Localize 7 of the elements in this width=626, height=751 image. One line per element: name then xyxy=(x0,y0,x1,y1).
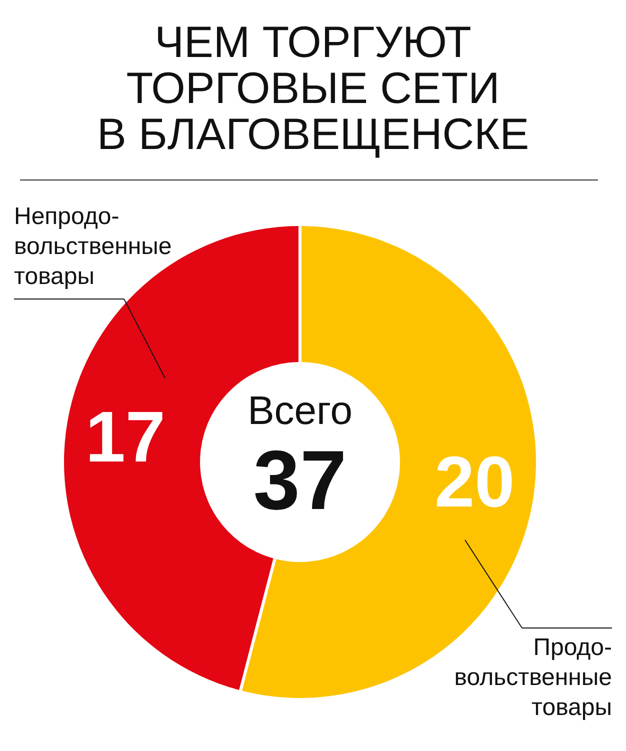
chart-title: ЧЕМ ТОРГУЮТ ТОРГОВЫЕ СЕТИ В БЛАГОВЕЩЕНСКЕ xyxy=(96,18,530,159)
slice-label: Продо-вольственные товары xyxy=(454,634,612,721)
text: Всего xyxy=(248,389,352,433)
text: 37 xyxy=(253,433,347,527)
slice-label: Непродо-вольственные товары xyxy=(14,203,172,290)
data-label: 17 xyxy=(85,398,166,478)
data-label: 20 xyxy=(434,442,515,522)
